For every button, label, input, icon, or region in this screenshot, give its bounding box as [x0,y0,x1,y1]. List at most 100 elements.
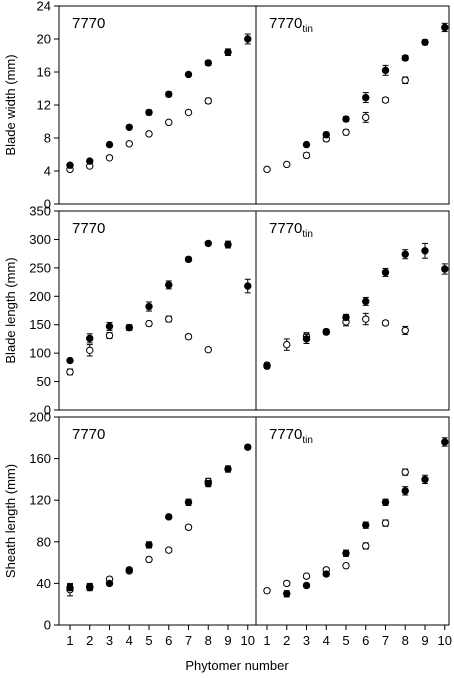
x-tick-label: 6 [165,633,172,648]
x-tick-label: 8 [205,633,212,648]
panel-label-sub: tin [302,229,313,240]
series-filled [302,22,449,149]
y-tick-label: 0 [44,197,51,212]
panel-label-main: 7770 [72,426,105,443]
data-point [381,498,390,506]
data-point [184,255,193,264]
y-tick-label: 100 [29,346,51,361]
x-tick-label: 2 [86,633,93,648]
x-tick-label: 9 [421,633,428,648]
y-tick-label: 200 [29,289,51,304]
y-tick-label: 0 [44,403,51,418]
data-point [401,250,409,258]
panel-label: 7770 [72,426,105,443]
data-point [441,438,449,446]
panel-frame [255,416,450,626]
panel-blade-width-7770: 0 4 8 12 16 20 24 Blade width (mm) 7770 [3,0,257,212]
series-filled [66,239,252,365]
y-tick-label: 150 [29,317,51,332]
data-point [165,315,173,323]
data-point [381,96,390,104]
data-point [184,523,193,531]
panel-label: 7770 [72,220,105,237]
data-point [204,97,212,105]
data-point [145,541,153,549]
data-point [145,130,153,138]
data-point [441,23,449,32]
data-point [125,140,133,148]
series-filled [66,33,252,169]
y-tick-label: 200 [29,410,51,425]
data-point [145,302,153,311]
panel-frame [255,210,450,411]
data-point [165,546,173,554]
data-point [204,59,212,67]
data-point [184,70,193,79]
data-point [145,555,153,564]
panel-label-sub: tin [302,24,313,35]
y-tick-label: 20 [37,32,51,47]
x-tick-label: 5 [145,633,152,648]
y-tick-label: 0 [44,618,51,633]
y-tick-label: 40 [37,576,51,591]
data-point [86,334,94,343]
data-point [381,66,390,75]
y-tick-label: 24 [37,0,51,14]
data-point [322,131,330,139]
data-point [125,323,133,332]
data-point [401,468,409,476]
x-tick-label: 1 [66,633,73,648]
data-point [244,443,252,451]
data-point [184,108,193,117]
panel-label-main: 7770 [72,15,105,32]
x-tick-label: 4 [126,633,133,648]
x-tick-label: 6 [362,633,369,648]
data-point [342,115,350,123]
data-point [224,240,232,249]
data-point [204,239,212,248]
data-point [145,108,153,117]
y-axis-title: Blade length (mm) [3,257,18,363]
data-point [105,322,114,331]
x-tick-label: 3 [106,633,113,648]
panel-frame [255,5,450,205]
data-point [125,566,133,574]
y-tick-label: 50 [37,374,51,389]
data-point [66,368,74,376]
series-filled [66,443,252,592]
data-point [421,247,429,255]
x-tick-label: 8 [402,633,409,648]
data-point [342,313,350,322]
data-point [105,154,114,162]
data-point [362,315,370,323]
y-tick-label: 4 [44,164,51,179]
panel-frame [58,5,257,205]
data-point [86,346,94,354]
data-point [283,340,291,349]
panel-label: 7770 [72,15,105,32]
panel-label-main: 7770 [269,15,302,32]
series-filled [283,437,449,598]
x-tick-label: 1 [263,633,270,648]
data-point [381,268,390,277]
data-point [105,579,114,588]
y-tick-label: 350 [29,204,51,219]
data-point [421,475,429,484]
data-point [244,35,252,43]
panel-label: 7770tin [269,15,313,35]
data-point [322,570,330,578]
data-point [421,38,429,46]
data-point [165,281,173,289]
x-tick-label: 4 [323,633,330,648]
series-open [263,312,409,369]
data-point [165,513,173,521]
panel-blade-length-7770tin: 7770tin [255,210,450,411]
data-point [401,487,409,495]
data-point [184,498,193,506]
data-point [302,151,311,160]
x-tick-label: 9 [224,633,231,648]
x-axis-title: Phytomer number [185,658,289,673]
data-point [204,346,212,354]
